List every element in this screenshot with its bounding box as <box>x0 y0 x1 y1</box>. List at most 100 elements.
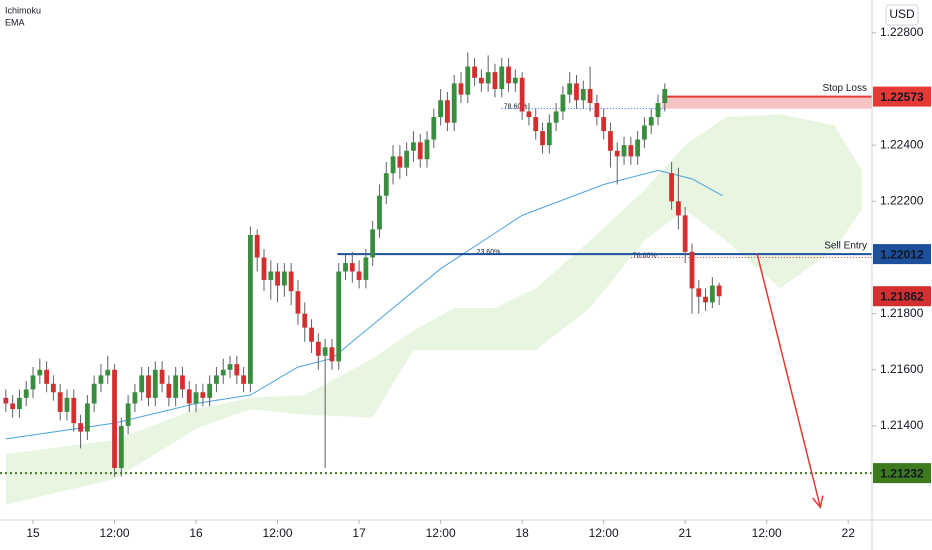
candle-body <box>132 392 138 404</box>
candle-body <box>302 313 308 328</box>
candle-body <box>254 235 260 258</box>
currency-label[interactable]: USD <box>889 7 915 21</box>
candle-body <box>567 83 573 95</box>
candle-body <box>91 383 97 404</box>
candle-body <box>50 383 56 393</box>
candle-body <box>696 288 702 297</box>
candle-body <box>139 375 145 393</box>
candle-body <box>275 271 280 286</box>
x-tick-label: 18 <box>515 526 529 540</box>
level-price-tag-box <box>873 86 931 107</box>
y-tick-label: 1.21400 <box>880 418 924 432</box>
candle-body <box>655 103 661 118</box>
last-price-tag-box <box>873 286 931 307</box>
candle-body <box>248 235 253 384</box>
x-tick-label: 12:00 <box>263 526 293 540</box>
candle-body <box>533 117 539 132</box>
y-tick-label: 1.21800 <box>880 306 924 320</box>
candle-body <box>621 145 627 157</box>
candle-body <box>594 103 600 118</box>
fib-label: 78.60% <box>633 252 657 259</box>
candle-body <box>560 94 566 112</box>
x-tick-label: 22 <box>842 526 856 540</box>
candle-body <box>288 271 294 292</box>
fib-label: 23.60% <box>477 249 501 256</box>
candle-body <box>220 369 226 376</box>
candle-body <box>390 156 396 174</box>
currency-box[interactable] <box>885 4 919 26</box>
candle-body <box>227 364 233 370</box>
candle-body <box>234 364 240 376</box>
candle-body <box>125 403 131 426</box>
candle-body <box>105 369 111 376</box>
candle-body <box>173 375 179 398</box>
x-tick-label: 12:00 <box>752 526 782 540</box>
candle-body <box>383 173 389 196</box>
candle-body <box>159 369 165 384</box>
candle-body <box>431 117 437 140</box>
candle-body <box>329 347 335 362</box>
candle-body <box>485 72 491 84</box>
candle-body <box>241 375 247 384</box>
candle-body <box>553 111 559 123</box>
candle-body <box>44 369 50 384</box>
candle-body <box>526 111 532 118</box>
candle-body <box>499 66 505 90</box>
candle-body <box>166 383 172 398</box>
candle-body <box>23 389 29 398</box>
candle-body <box>580 89 586 101</box>
candle-body <box>546 122 552 146</box>
candle-body <box>377 195 382 230</box>
candle-body <box>193 392 199 404</box>
y-tick-label: 1.21600 <box>880 362 924 376</box>
candle-body <box>404 150 410 168</box>
level-price-tag: 1.22012 <box>880 247 924 261</box>
candle-body <box>608 131 613 151</box>
candle-body <box>180 375 185 390</box>
candle-body <box>642 125 647 140</box>
candle-body <box>465 66 471 95</box>
candle-body <box>540 131 545 146</box>
x-tick-label: 16 <box>189 526 203 540</box>
ichimoku-cloud <box>5 114 862 505</box>
candle-body <box>98 375 104 384</box>
y-tick-label: 1.22800 <box>880 25 924 39</box>
x-tick-label: 12:00 <box>100 526 130 540</box>
x-tick-label: 17 <box>352 526 366 540</box>
candle-body <box>37 369 43 376</box>
candle-body <box>506 66 511 84</box>
candle-body <box>709 285 715 303</box>
candle-body <box>424 139 430 160</box>
candle-body <box>370 229 376 258</box>
level-price-tag: 1.22573 <box>880 90 924 104</box>
candle-body <box>3 397 9 404</box>
candle-body <box>635 139 641 157</box>
candle-body <box>492 72 498 90</box>
candle-body <box>57 392 63 412</box>
indicator-label: EMA <box>5 17 25 27</box>
candle-body <box>614 150 620 157</box>
candle-body <box>587 89 593 104</box>
arrow-line <box>756 253 822 508</box>
candle-body <box>295 291 301 314</box>
candle-body <box>458 83 464 95</box>
candle-body <box>451 83 457 123</box>
y-tick-label: 1.22200 <box>880 193 924 207</box>
candle-body <box>336 271 342 362</box>
candle-body <box>445 100 450 123</box>
candle-body <box>214 375 219 384</box>
candle-body <box>207 383 213 398</box>
candle-body <box>472 66 477 78</box>
plot-area: 78.60% 23.60% 78.60% <box>0 52 872 510</box>
candle-body <box>309 327 314 342</box>
candle-body <box>363 257 369 280</box>
candle-body <box>411 142 416 151</box>
candle-body <box>356 271 362 280</box>
candle-body <box>478 77 484 84</box>
candle-body <box>601 117 607 132</box>
candle-body <box>628 145 634 157</box>
arrow-head <box>812 495 824 510</box>
y-tick-label: 1.22400 <box>880 137 924 151</box>
candle-body <box>71 397 77 424</box>
